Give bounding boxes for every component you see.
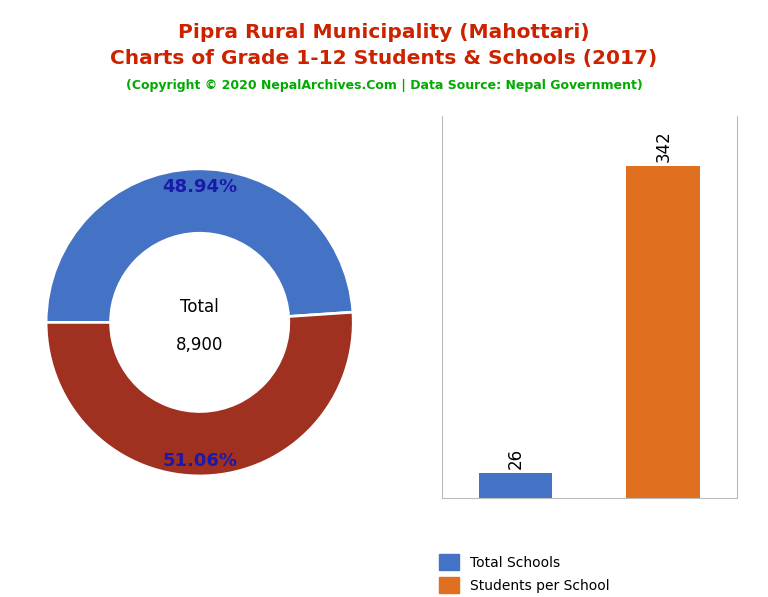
Bar (627, 166, 700, 498)
Text: (Copyright © 2020 NepalArchives.Com | Data Source: Nepal Government): (Copyright © 2020 NepalArchives.Com | Da… (126, 79, 642, 92)
Text: 51.06%: 51.06% (162, 451, 237, 470)
Text: 342: 342 (654, 131, 672, 162)
Text: 26: 26 (507, 448, 525, 469)
Wedge shape (46, 312, 353, 476)
Text: 8,900: 8,900 (176, 337, 223, 355)
Legend: Total Schools, Students per School: Total Schools, Students per School (434, 549, 615, 597)
Wedge shape (46, 169, 353, 322)
Text: 48.94%: 48.94% (162, 179, 237, 196)
Text: Charts of Grade 1-12 Students & Schools (2017): Charts of Grade 1-12 Students & Schools … (111, 49, 657, 68)
Text: Pipra Rural Municipality (Mahottari): Pipra Rural Municipality (Mahottari) (178, 23, 590, 42)
Text: Total: Total (180, 298, 219, 316)
Bar (478, 473, 552, 498)
